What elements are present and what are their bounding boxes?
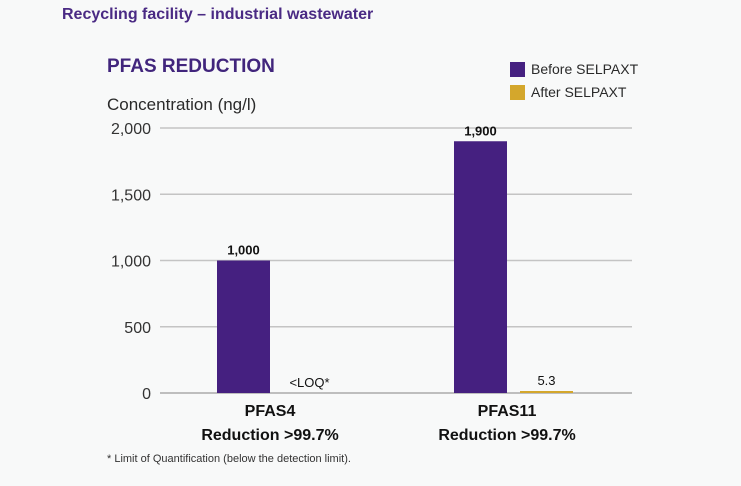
legend-swatch-before (510, 61, 525, 77)
legend-swatch-after (510, 84, 525, 100)
y-tick-label: 2,000 (111, 121, 151, 138)
footnote: * Limit of Quantification (below the det… (107, 453, 351, 465)
legend: Before SELPAXT After SELPAXT (510, 58, 638, 104)
legend-label-after: After SELPAXT (531, 84, 627, 100)
y-tick-label: 500 (124, 320, 151, 337)
page-subtitle: Recycling facility – industrial wastewat… (62, 6, 374, 23)
y-tick-label: 1,500 (111, 187, 151, 204)
data-label: 5.3 (537, 373, 555, 388)
bar-after-selpaxt-pfas11 (520, 391, 573, 393)
data-label: <LOQ* (289, 375, 329, 390)
bar-before-selpaxt-pfas4 (217, 260, 270, 393)
y-axis-label: Concentration (ng/l) (107, 95, 257, 114)
data-label: 1,000 (227, 243, 260, 258)
y-tick-label: 0 (142, 386, 151, 403)
category-sublabel: Reduction >99.7% (438, 427, 575, 444)
category-label: PFAS11 (478, 403, 537, 420)
data-label: 1,900 (464, 123, 497, 138)
category-sublabel: Reduction >99.7% (201, 427, 338, 444)
legend-item-after: After SELPAXT (510, 81, 638, 103)
category-label: PFAS4 (245, 403, 296, 420)
chart-title: PFAS REDUCTION (107, 56, 275, 77)
legend-label-before: Before SELPAXT (531, 61, 639, 77)
y-tick-label: 1,000 (111, 254, 151, 271)
legend-item-before: Before SELPAXT (510, 58, 638, 80)
bar-before-selpaxt-pfas11 (454, 141, 507, 393)
